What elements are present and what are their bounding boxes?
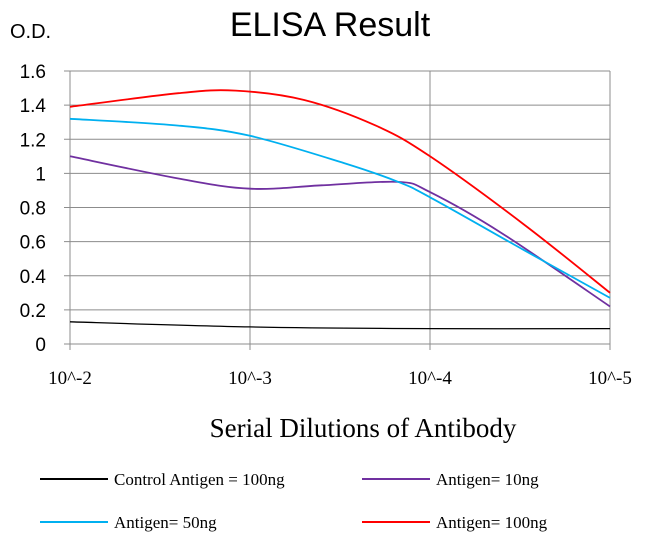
series-line-1 [69, 321, 611, 330]
legend-label: Control Antigen = 100ng [114, 470, 285, 489]
y-tick-label: 0 [35, 335, 46, 356]
series-line-4 [69, 89, 611, 294]
legend-label: Antigen= 50ng [114, 513, 217, 532]
series-line-3 [69, 117, 611, 299]
chart-title: ELISA Result [230, 6, 431, 44]
series-line-2 [69, 155, 611, 308]
y-tick-labels: 0 0.2 0.4 0.6 0.8 1 1.2 1.4 1.6 [20, 62, 47, 356]
x-tick-label: 10^-3 [228, 368, 272, 389]
x-tick-label: 10^-2 [48, 368, 92, 389]
y-tick-label: 0.6 [20, 233, 46, 254]
y-axis-label: O.D. [10, 21, 51, 43]
axes [64, 70, 611, 350]
series-lines [69, 89, 611, 330]
y-tick-label: 1 [35, 164, 46, 185]
x-tick-label: 10^-5 [588, 368, 632, 389]
grid-lines [70, 70, 611, 344]
y-tick-label: 0.8 [20, 199, 46, 220]
legend: Control Antigen = 100ng Antigen= 10ng Anti… [40, 470, 548, 532]
y-tick-label: 0.2 [20, 301, 46, 322]
y-tick-label: 1.4 [20, 96, 47, 117]
y-tick-label: 0.4 [20, 267, 47, 288]
legend-label: Antigen= 10ng [436, 470, 539, 489]
x-axis-label: Serial Dilutions of Antibody [210, 413, 517, 443]
x-tick-labels: 10^-2 10^-3 10^-4 10^-5 [48, 368, 632, 389]
x-tick-label: 10^-4 [408, 368, 452, 389]
y-tick-label: 1.6 [20, 62, 46, 83]
y-tick-label: 1.2 [20, 130, 46, 151]
legend-label: Antigen= 100ng [436, 513, 548, 532]
